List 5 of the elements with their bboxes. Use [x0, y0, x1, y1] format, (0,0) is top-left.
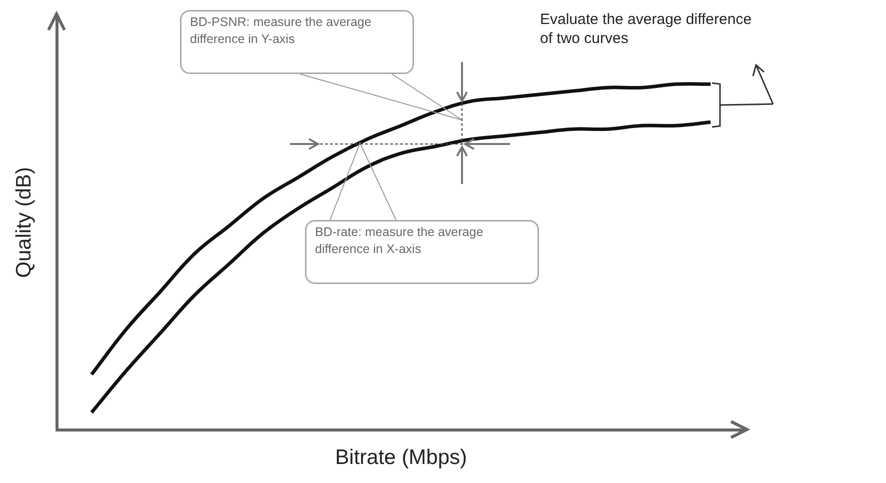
- x-axis-title: Bitrate (Mbps): [335, 446, 468, 470]
- y-axis-title: Quality (dB): [12, 166, 36, 278]
- text: BD-PSNR: measure the average difference in Y-axis: [190, 14, 372, 48]
- text: Evaluate the average difference of two curves: [540, 10, 753, 48]
- annotation: BD-rate: measure the average difference in X-axis: [315, 224, 484, 258]
